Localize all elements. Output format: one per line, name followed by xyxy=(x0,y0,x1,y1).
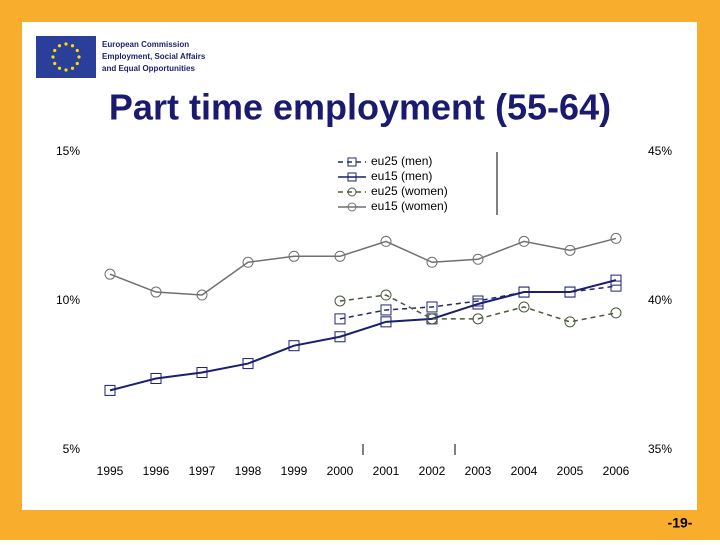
legend-label: eu25 (women) xyxy=(371,184,448,198)
series-line xyxy=(339,285,617,320)
chart-title: Part time employment (55-64) xyxy=(109,87,611,128)
page-number: -19- xyxy=(668,515,693,531)
y-tick-label: 15% xyxy=(56,144,80,158)
marker xyxy=(288,340,300,352)
series-line xyxy=(109,279,617,392)
marker xyxy=(564,286,576,298)
marker xyxy=(610,232,622,244)
marker xyxy=(380,304,392,316)
marker xyxy=(380,316,392,328)
marker xyxy=(426,301,438,313)
star xyxy=(57,44,62,48)
logo-text: European Commission xyxy=(102,40,189,49)
y-tick-label: 10% xyxy=(56,293,80,307)
marker xyxy=(518,235,530,247)
legend-marker xyxy=(347,202,357,212)
star xyxy=(51,55,55,59)
legend-label: eu15 (men) xyxy=(371,169,432,183)
star xyxy=(75,48,79,53)
panel xyxy=(22,22,697,510)
marker xyxy=(564,244,576,256)
logo-text: and Equal Opportunities xyxy=(102,64,195,73)
marker xyxy=(242,358,254,370)
x-tick-label: 2005 xyxy=(557,464,584,478)
x-tick-label: 1996 xyxy=(143,464,170,478)
series-line xyxy=(339,294,617,323)
marker xyxy=(472,313,484,325)
legend-label: eu15 (women) xyxy=(371,199,448,213)
star xyxy=(70,66,75,70)
legend-marker xyxy=(347,172,357,182)
marker xyxy=(288,250,300,262)
marker xyxy=(472,298,484,310)
marker xyxy=(564,316,576,328)
marker xyxy=(150,286,162,298)
legend-marker xyxy=(347,187,357,197)
marker xyxy=(426,256,438,268)
marker xyxy=(380,289,392,301)
eu-flag xyxy=(36,36,96,78)
legend-label: eu25 (men) xyxy=(371,154,432,168)
x-tick-label: 2006 xyxy=(603,464,630,478)
marker xyxy=(196,367,208,379)
x-tick-label: 1998 xyxy=(235,464,262,478)
marker xyxy=(610,274,622,286)
marker xyxy=(334,250,346,262)
star xyxy=(70,44,75,48)
marker xyxy=(196,289,208,301)
flag-stars xyxy=(51,42,81,72)
x-tick-label: 2002 xyxy=(419,464,446,478)
marker xyxy=(104,268,116,280)
star xyxy=(64,42,68,46)
star xyxy=(53,61,57,66)
marker xyxy=(242,256,254,268)
star xyxy=(77,55,81,59)
marker xyxy=(426,313,438,325)
x-tick-label: 1999 xyxy=(281,464,308,478)
marker xyxy=(518,301,530,313)
marker xyxy=(334,331,346,343)
series-line xyxy=(109,237,617,296)
legend-marker xyxy=(347,157,357,167)
y2-tick-label: 45% xyxy=(648,144,672,158)
y2-tick-label: 35% xyxy=(648,442,672,456)
y2-tick-label: 40% xyxy=(648,293,672,307)
x-tick-label: 1995 xyxy=(97,464,124,478)
star xyxy=(64,68,68,72)
marker xyxy=(334,295,346,307)
x-tick-label: 2004 xyxy=(511,464,538,478)
x-tick-label: 2003 xyxy=(465,464,492,478)
logo: European Commission Employment, Social A… xyxy=(36,36,206,78)
marker xyxy=(518,286,530,298)
y-tick-label: 5% xyxy=(63,442,81,456)
marker xyxy=(334,313,346,325)
x-tick-label: 1997 xyxy=(189,464,216,478)
x-tick-label: 2001 xyxy=(373,464,400,478)
marker xyxy=(610,307,622,319)
x-tick-label: 2000 xyxy=(327,464,354,478)
star xyxy=(53,48,57,53)
marker xyxy=(380,235,392,247)
star xyxy=(57,66,62,70)
marker xyxy=(104,384,116,396)
marker xyxy=(472,253,484,265)
star xyxy=(75,61,79,66)
logo-text: Employment, Social Affairs xyxy=(102,52,206,61)
marker xyxy=(150,372,162,384)
